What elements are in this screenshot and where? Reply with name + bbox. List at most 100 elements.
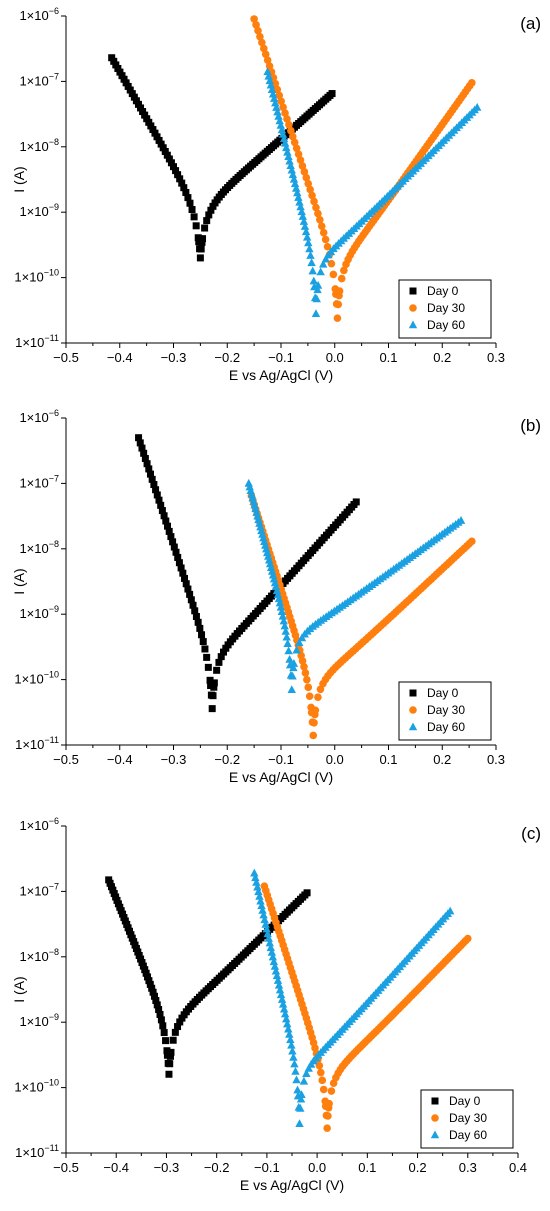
y-tick-label: 1×10−6: [19, 408, 59, 425]
x-tick-label: −0.5: [53, 350, 79, 365]
data-point: [306, 185, 314, 194]
data-point: [259, 44, 268, 53]
data-point: [303, 889, 311, 897]
y-tick-label: 1×10−10: [14, 670, 59, 687]
legend-marker: [431, 1114, 439, 1122]
x-tick-label: 0.1: [358, 1160, 376, 1175]
data-point: [294, 150, 303, 158]
series-day-0: [135, 434, 360, 713]
data-point: [137, 104, 145, 112]
legend-marker: [409, 689, 417, 697]
data-point: [192, 222, 200, 230]
data-point: [162, 1037, 170, 1045]
data-point: [280, 1009, 290, 1018]
data-point: [316, 267, 325, 276]
data-point: [159, 1022, 167, 1030]
data-point: [310, 197, 318, 206]
data-point: [143, 115, 151, 123]
data-point: [290, 1059, 299, 1068]
x-tick-label: −0.3: [161, 752, 187, 767]
x-tick-label: −0.2: [214, 350, 240, 365]
data-point: [263, 929, 272, 938]
data-point: [285, 654, 294, 663]
series-day-30: [260, 882, 472, 1132]
data-point: [279, 134, 289, 143]
data-point: [299, 1076, 309, 1085]
data-point: [155, 136, 163, 144]
legend-marker: [431, 1097, 439, 1105]
data-point: [126, 86, 134, 94]
data-point: [118, 72, 126, 80]
data-point: [284, 152, 293, 161]
data-point: [139, 962, 147, 970]
data-point: [147, 122, 155, 130]
data-point: [277, 125, 287, 134]
x-tick-label: 0.3: [487, 350, 505, 365]
data-point: [282, 143, 291, 152]
data-point: [282, 632, 291, 641]
data-point: [254, 26, 262, 35]
data-point: [197, 245, 205, 253]
data-point: [275, 985, 285, 994]
data-point: [201, 224, 209, 232]
data-point: [266, 943, 275, 952]
data-point: [278, 611, 287, 620]
data-point: [292, 645, 301, 654]
legend: Day 0 Day 30 Day 60: [420, 1089, 514, 1149]
data-point: [172, 167, 180, 175]
data-point: [319, 1085, 328, 1094]
x-axis-label: E vs Ag/AgCl (V): [229, 769, 333, 785]
data-point: [153, 133, 161, 141]
y-tick-label: 1×10−10: [14, 268, 59, 285]
data-point: [267, 947, 277, 956]
data-point: [162, 517, 170, 525]
data-point: [139, 108, 147, 116]
data-point: [122, 79, 130, 87]
data-point: [124, 82, 132, 90]
data-point: [256, 896, 265, 905]
data-point: [289, 663, 298, 672]
legend-label: Day 0: [427, 284, 459, 298]
data-point: [175, 559, 183, 567]
x-tick-label: 0.0: [326, 752, 344, 767]
series-day-60: [263, 67, 482, 318]
data-point: [274, 980, 284, 989]
data-point: [463, 934, 472, 943]
data-point: [309, 276, 318, 285]
data-point: [276, 120, 285, 129]
data-point: [293, 188, 302, 197]
legend-marker: [430, 1130, 440, 1139]
data-point: [291, 1066, 300, 1075]
y-axis-label: I (A): [11, 976, 27, 1002]
data-point: [255, 891, 264, 900]
data-point: [294, 193, 303, 201]
data-point: [285, 120, 293, 129]
data-point: [300, 222, 310, 230]
data-point: [196, 254, 204, 262]
data-point: [269, 957, 279, 966]
data-point: [301, 669, 310, 677]
data-point: [287, 165, 296, 174]
data-point: [279, 103, 287, 111]
data-point: [305, 244, 314, 253]
data-point: [324, 1112, 332, 1120]
data-point: [268, 89, 278, 98]
data-point: [292, 144, 301, 153]
legend-marker: [408, 320, 418, 329]
data-point: [271, 966, 281, 975]
data-point: [263, 56, 272, 64]
data-point: [160, 512, 168, 520]
data-point: [321, 254, 330, 263]
y-tick-label: 1×10−9: [19, 1012, 59, 1029]
data-point: [276, 990, 286, 999]
data-point: [152, 996, 160, 1004]
data-point: [144, 973, 152, 981]
data-point: [289, 174, 299, 183]
data-point: [164, 522, 171, 530]
x-tick-label: −0.1: [254, 1160, 280, 1175]
data-point: [304, 238, 313, 247]
legend-label: Day 0: [427, 686, 459, 700]
data-point: [187, 596, 195, 604]
data-point: [325, 1099, 333, 1108]
